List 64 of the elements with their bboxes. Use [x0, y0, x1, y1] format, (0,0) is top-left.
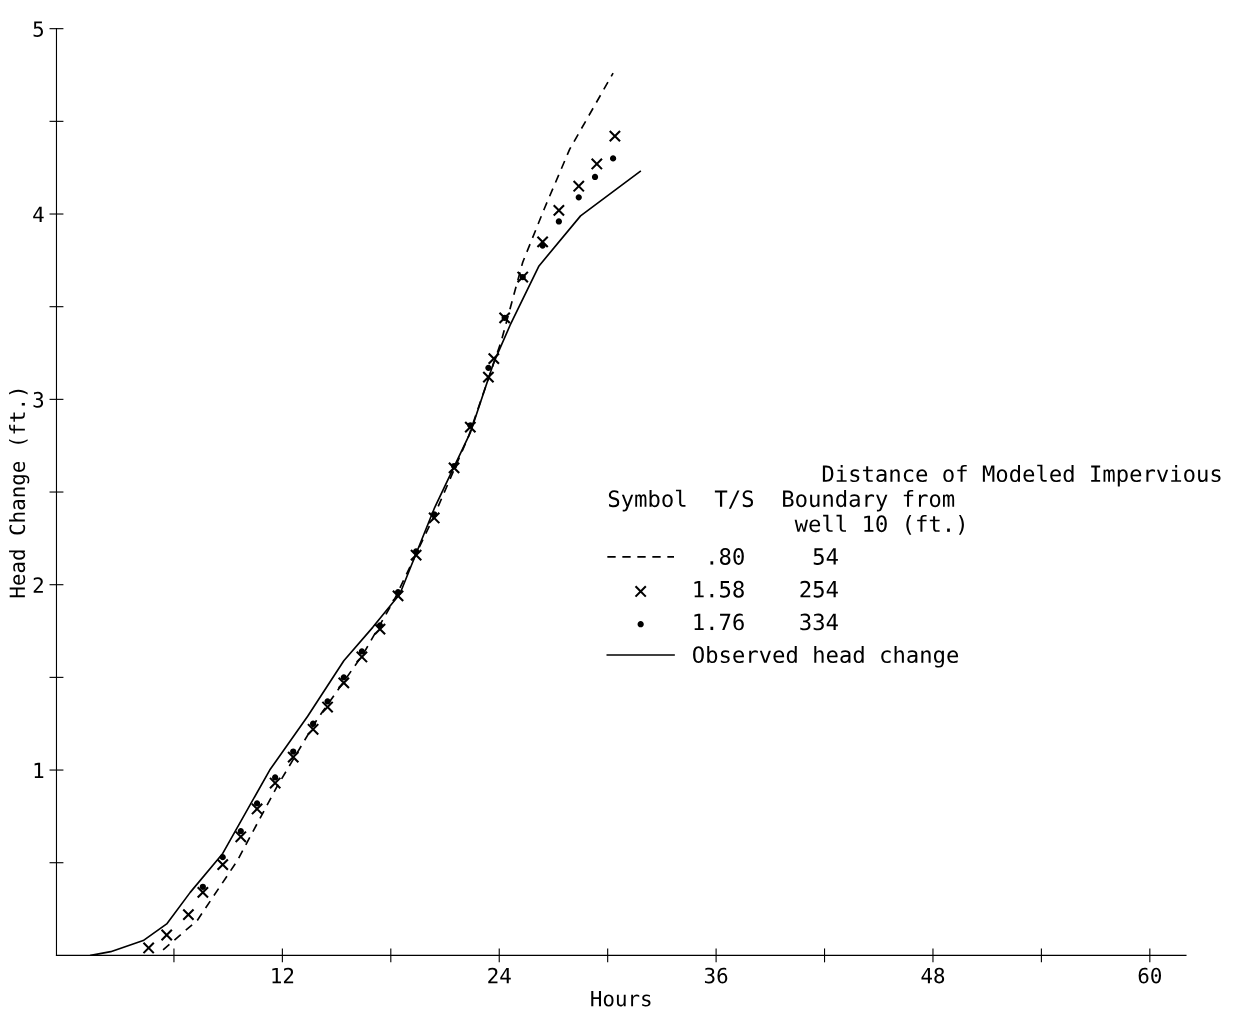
point: [431, 511, 438, 518]
point: [234, 830, 247, 843]
point: [358, 648, 366, 655]
point: [287, 750, 300, 764]
point: [394, 588, 402, 596]
point: [272, 774, 279, 781]
point: [268, 776, 282, 790]
legend-label: Observed head change: [693, 645, 959, 668]
point: [237, 828, 244, 835]
point: [608, 129, 622, 143]
y-tick-label: 3: [33, 391, 44, 408]
x-tick-label: 24: [488, 967, 511, 984]
point: [373, 623, 387, 636]
point: [199, 883, 206, 890]
point: [555, 218, 562, 225]
point: [376, 622, 384, 629]
point: [485, 364, 492, 371]
point: [306, 723, 320, 736]
point: [142, 941, 155, 955]
point: [487, 352, 501, 365]
point: [447, 461, 461, 475]
point: [409, 548, 423, 562]
point: [321, 700, 334, 714]
point: [467, 422, 474, 429]
y-axis-title: Head Change (ft.): [9, 389, 30, 598]
point: [427, 511, 441, 525]
point: [450, 462, 458, 470]
point: [337, 676, 351, 690]
y-tick-label: 1: [34, 762, 44, 779]
point: [575, 194, 582, 201]
legend-label: 1.76 334: [694, 613, 838, 631]
y-tick-label: 4: [33, 206, 44, 222]
point: [250, 802, 264, 816]
point: [219, 854, 226, 861]
y-tick-label: 5: [33, 21, 43, 37]
point: [340, 674, 347, 681]
point: [324, 698, 331, 705]
point: [609, 155, 617, 162]
point: [464, 420, 477, 434]
point: [539, 242, 546, 249]
point: [182, 908, 195, 921]
point: [355, 650, 369, 664]
y-tick-label: 2: [33, 577, 43, 593]
legend-title: Distance of Modeled Impervious Symbol T/S Boundary from well 10 (ft.): [608, 464, 1221, 535]
point: [309, 720, 317, 727]
point: [216, 858, 229, 871]
point: [196, 886, 210, 899]
point: [572, 180, 585, 193]
point: [290, 748, 297, 755]
legend-label: 1.58 254: [694, 580, 838, 598]
legend-label: .80 54: [710, 548, 838, 565]
point: [536, 235, 549, 249]
point: [253, 800, 261, 807]
x-tick-label: 12: [272, 967, 294, 984]
point: [590, 157, 604, 171]
point: [160, 928, 173, 942]
x-tick-label: 48: [921, 967, 945, 984]
point: [591, 173, 599, 181]
point: [552, 204, 566, 217]
x-tick-label: 60: [1138, 967, 1162, 984]
point: [482, 370, 495, 384]
point: [391, 589, 405, 603]
x-axis-title: Hours: [591, 991, 651, 1007]
x-tick-label: 36: [704, 967, 728, 984]
